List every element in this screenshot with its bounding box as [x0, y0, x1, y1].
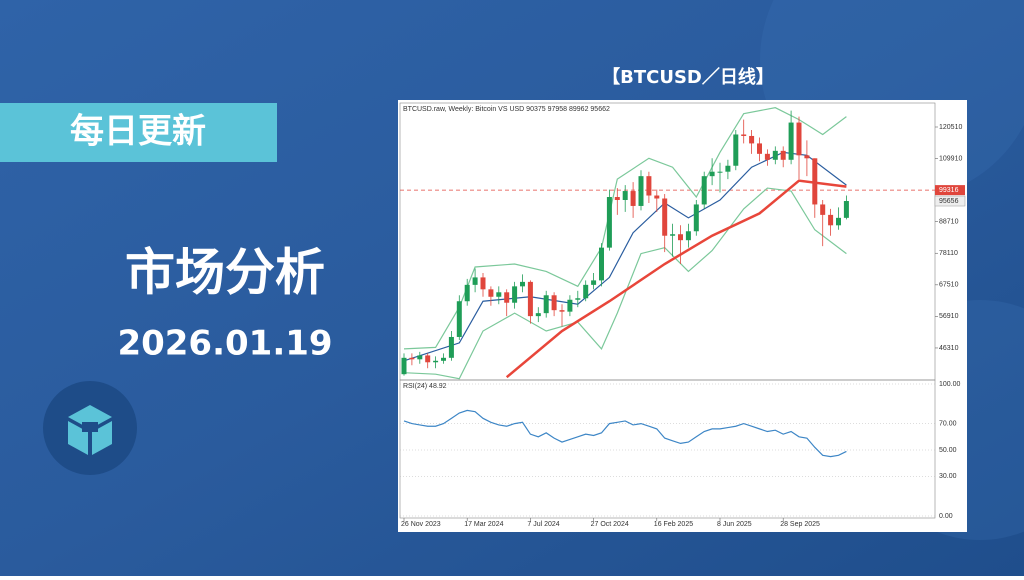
x-tick-label: 26 Nov 2023: [401, 521, 441, 528]
candle-body: [583, 284, 589, 299]
y-tick-label: 78110: [939, 250, 958, 257]
candle-body: [543, 295, 549, 314]
candle-body: [772, 150, 778, 160]
candle-body: [535, 313, 541, 317]
candle-body: [843, 201, 849, 218]
candle-body: [599, 247, 604, 281]
candle-body: [575, 298, 581, 300]
y-tick-label: 100.00: [939, 381, 961, 388]
candle-body: [725, 165, 731, 172]
candle-body: [670, 234, 676, 236]
candle-body: [441, 357, 446, 361]
candle-body: [717, 171, 723, 173]
candle-body: [559, 310, 565, 312]
candle-body: [638, 176, 644, 206]
candle-body: [622, 191, 628, 200]
date: 2026.01.19: [117, 324, 332, 364]
indicator-line: [403, 187, 847, 380]
badge-bg: [0, 103, 277, 162]
candle-body: [527, 281, 533, 317]
y-tick-label: 70.00: [939, 420, 957, 427]
candle-body: [512, 286, 518, 303]
candle-body: [448, 336, 454, 358]
candle-body: [614, 197, 620, 200]
candle-body: [804, 155, 810, 159]
candle-body: [812, 158, 818, 205]
last-box: [934, 195, 966, 207]
candle-body: [456, 301, 462, 337]
candle-body: [520, 281, 525, 287]
x-tick-label: 8 Jun 2025: [717, 521, 752, 528]
candle-body: [401, 357, 407, 375]
candle-body: [409, 357, 415, 360]
candle-body: [788, 122, 794, 160]
candle-body: [733, 134, 739, 166]
y-tick-label: 30.00: [939, 473, 957, 480]
candle-body: [749, 135, 755, 144]
candle-body: [757, 143, 762, 154]
y-tick-label: 0.00: [939, 513, 953, 520]
logo-icon: [68, 405, 112, 455]
candle-body: [496, 292, 502, 297]
candle-body: [796, 122, 802, 156]
y-tick-label: 88710: [939, 219, 959, 226]
candle-body: [693, 204, 699, 232]
candle-body: [654, 195, 660, 199]
level-label: 99316: [939, 187, 959, 194]
candle-body: [764, 153, 770, 160]
x-tick-label: 7 Jul 2024: [527, 521, 559, 528]
candle-body: [567, 299, 573, 312]
candle-body: [480, 277, 486, 290]
candle-body: [646, 176, 652, 196]
candle-body: [606, 197, 612, 248]
x-tick-label: 16 Feb 2025: [654, 521, 693, 528]
candle-body: [464, 284, 470, 302]
candle-body: [591, 280, 597, 285]
y-tick-label: 46310: [939, 345, 959, 352]
indicator-line: [505, 179, 847, 379]
y-tick-label: 67510: [939, 282, 959, 289]
candle-body: [662, 198, 668, 236]
candle-body: [780, 150, 786, 160]
badge: 每日更新: [70, 112, 206, 152]
rsi-label: RSI(24) 48.92: [403, 383, 447, 390]
rsi-line: [403, 409, 847, 458]
y-tick-label: 56910: [939, 313, 959, 320]
candle-body: [828, 214, 834, 226]
headline: 市场分析: [125, 244, 325, 302]
candle-body: [709, 171, 715, 177]
last-label: 95656: [939, 198, 959, 205]
y-tick-label: 109910: [939, 155, 962, 162]
candle-body: [630, 191, 636, 206]
x-tick-label: 28 Sep 2025: [780, 521, 820, 528]
candle-body: [701, 176, 707, 205]
candle-body: [551, 295, 557, 311]
candle-body: [836, 217, 841, 226]
candle-body: [425, 355, 431, 363]
candle-body: [433, 360, 439, 363]
candle-body: [678, 234, 683, 241]
candle-body: [685, 231, 691, 241]
indicator-line: [403, 107, 847, 350]
x-tick-label: 27 Oct 2024: [591, 521, 629, 528]
candle-body: [820, 204, 826, 215]
candle-body: [472, 277, 478, 285]
y-tick-label: 50.00: [939, 447, 957, 454]
y-tick-label: 120510: [939, 124, 962, 131]
candle-body: [741, 134, 747, 136]
level-box: [935, 185, 965, 196]
candle-body: [504, 292, 510, 303]
rsi-panel: [399, 379, 936, 519]
chart-info: BTCUSD.raw, Weekly: Bitcoin VS USD 90375…: [403, 106, 610, 113]
candle-body: [488, 289, 494, 297]
chart-frame: [398, 100, 967, 532]
chart-title: 【BTCUSD／日线】: [602, 66, 774, 88]
x-tick-label: 17 Mar 2024: [464, 521, 503, 528]
candle-body: [417, 355, 423, 360]
